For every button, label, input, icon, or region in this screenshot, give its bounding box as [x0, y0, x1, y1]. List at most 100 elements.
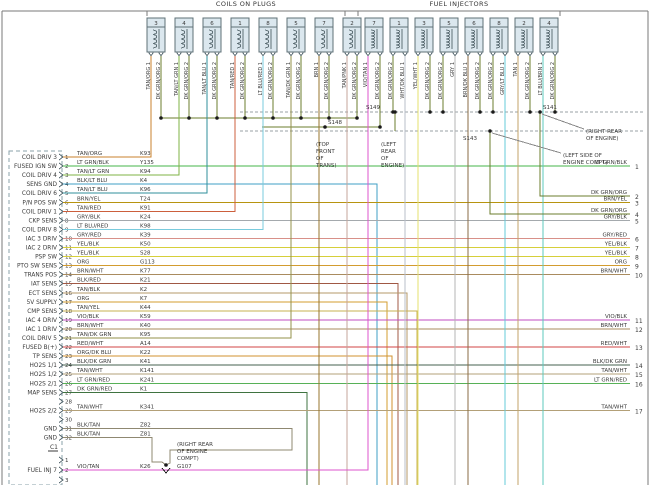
wire-pin-label: DK GRN/ORG 2	[268, 62, 274, 100]
wire-color-label: BRN/WHT	[77, 323, 104, 329]
pcm-pin-name: IAC 4 DRIV	[26, 318, 57, 324]
wire-BLK-LT-BLU	[63, 183, 378, 485]
coil-winding-symbol	[180, 29, 186, 49]
right-edge-wire-number: 3	[635, 201, 639, 208]
wire-circuit-label: K21	[140, 278, 151, 284]
pcm-pin-number: 23	[65, 354, 72, 360]
pcm-pin-name: TP SENS	[32, 354, 58, 360]
pcm-pin-number: 32	[65, 436, 72, 442]
wire-TAN-DK-GRN	[63, 56, 292, 339]
splice-location-note: (LEFT SIDE OF	[563, 153, 602, 159]
right-edge-wire-label: RED/WHT	[601, 341, 628, 347]
right-edge-wire-number: 16	[635, 382, 643, 389]
pcm-pin-name: MAP SENS	[27, 391, 57, 397]
pin-arrow	[354, 51, 360, 57]
ground-id-label: G107	[177, 464, 192, 470]
pcm-pin-name: HO2S 1/1	[30, 363, 58, 369]
wire-color-label: YEL/BLK	[76, 251, 100, 257]
cylinder-number: 4	[547, 21, 551, 27]
splice-location-note: (LEFT	[381, 142, 397, 148]
wire-circuit-label: K50	[140, 242, 151, 248]
right-edge-wire-label: YEL/BLK	[604, 242, 628, 248]
wire-circuit-label: T24	[139, 197, 151, 203]
pcm-pin-name: 5V SUPPLY	[27, 300, 58, 306]
wire-color-label: TAN/LT GRN	[76, 169, 109, 175]
pin-arrow	[502, 51, 508, 57]
wire-circuit-label: K26	[140, 464, 151, 470]
cylinder-number: 2	[522, 21, 526, 27]
wire-pin-label: DK GRN/ORG 2	[525, 62, 531, 100]
pin-arrow	[440, 51, 446, 57]
pcm-pin-number: 2	[65, 468, 69, 474]
splice-dot	[528, 110, 532, 114]
coil-winding-symbol	[320, 29, 326, 49]
pcm-pin-name: COIL DRIV 3	[22, 155, 57, 161]
wire-circuit-label: G113	[140, 260, 155, 266]
pcm-pin-name: FUEL INJ 7	[27, 468, 57, 474]
wire-color-label: TAN/LT BLU	[76, 187, 108, 193]
pin-arrow	[415, 51, 421, 57]
wire-color-label: GRY/BLK	[77, 215, 101, 221]
right-edge-wire-label: BRN/WHT	[601, 323, 628, 329]
splice-label: S148	[328, 120, 342, 126]
wire-DK-GRN-RED	[63, 392, 308, 485]
splice-location-note: FRONT	[316, 149, 335, 155]
callout-pointer-line	[491, 132, 562, 154]
pcm-pin-name: COIL DRIV 5	[22, 336, 57, 342]
section-title-coils-on-plugs: COILS ON PLUGS	[215, 0, 277, 8]
splice-dot	[478, 110, 482, 114]
wire-pin-label: TAN/LT BLU 1	[202, 62, 208, 96]
pcm-pin-name: PSP SW	[35, 255, 57, 261]
pcm-pin-name: TRANS POS	[23, 273, 57, 279]
pin-arrow	[288, 51, 294, 57]
wire-circuit-label: K77	[140, 269, 151, 275]
pcm-pin-name: SENS GND	[27, 182, 58, 188]
right-edge-wire-label: TAN/WHT	[600, 368, 627, 374]
splice-label: S149	[366, 105, 380, 111]
wire-pin-label: LT BLU/RED 1	[258, 62, 264, 95]
pcm-pin-name: IAC 2 DRIV	[26, 246, 57, 252]
pcm-pin-number: 31	[65, 427, 72, 433]
wire-circuit-label: K4	[140, 178, 148, 184]
pcm-pin-name: CMP SENS	[27, 309, 57, 315]
pin-arrow	[176, 51, 182, 57]
splice-label: S141	[543, 105, 557, 111]
pin-arrow	[402, 51, 408, 57]
splice-location-note: ENGINE COMPT)	[563, 160, 608, 166]
wire-circuit-label: Z82	[140, 423, 151, 429]
wire-pin-label: TAN/ORG 1	[146, 62, 152, 91]
pcm-pin-name: IAC 1 DRIV	[26, 327, 57, 333]
pcm-pin-number: 18	[65, 309, 72, 315]
right-edge-wire-label: VIO/BLK	[605, 314, 627, 320]
wire-color-label: ORG/DK BLU	[77, 350, 111, 356]
wire-color-label: TAN/WHT	[76, 405, 103, 411]
right-edge-wire-label: GRY/RED	[603, 233, 627, 239]
wire-color-label: BRN/YEL	[77, 197, 101, 203]
splice-dot	[491, 110, 495, 114]
splice-location-note: OF ENGINE)	[586, 136, 618, 142]
splice-dot-s148	[323, 125, 327, 129]
pcm-pin-number: 3	[65, 478, 69, 484]
right-edge-wire-number: 11	[635, 318, 643, 325]
pcm-pin-number: 26	[65, 382, 72, 388]
splice-location-note: OF	[316, 156, 324, 162]
pin-arrow	[365, 51, 371, 57]
cylinder-number: 8	[497, 21, 501, 27]
wire-circuit-label: K22	[140, 350, 151, 356]
pin-arrow	[148, 51, 154, 57]
wire-pin-label: DK GRN/ORG 2	[156, 62, 162, 100]
pcm-pin-number: 30	[65, 418, 72, 424]
wire-circuit-label: K40	[140, 323, 151, 329]
right-edge-wire-number: 8	[635, 255, 639, 262]
wire-LT-BLU-RED	[63, 56, 264, 230]
splice-dot	[215, 116, 219, 120]
pin-arrow	[515, 51, 521, 57]
wire-pin-label: DK GRN/ORG 2	[375, 62, 381, 100]
injector-winding-symbol	[495, 29, 501, 49]
right-edge-wire-label: DK GRN/ORG	[591, 190, 627, 196]
pin-arrow	[204, 51, 210, 57]
right-edge-wire-label: LT GRN/BLK	[595, 160, 627, 166]
wire-color-label: BLK/RED	[77, 278, 101, 284]
pin-arrow	[452, 51, 458, 57]
right-edge-wire-number: 4	[635, 212, 639, 219]
